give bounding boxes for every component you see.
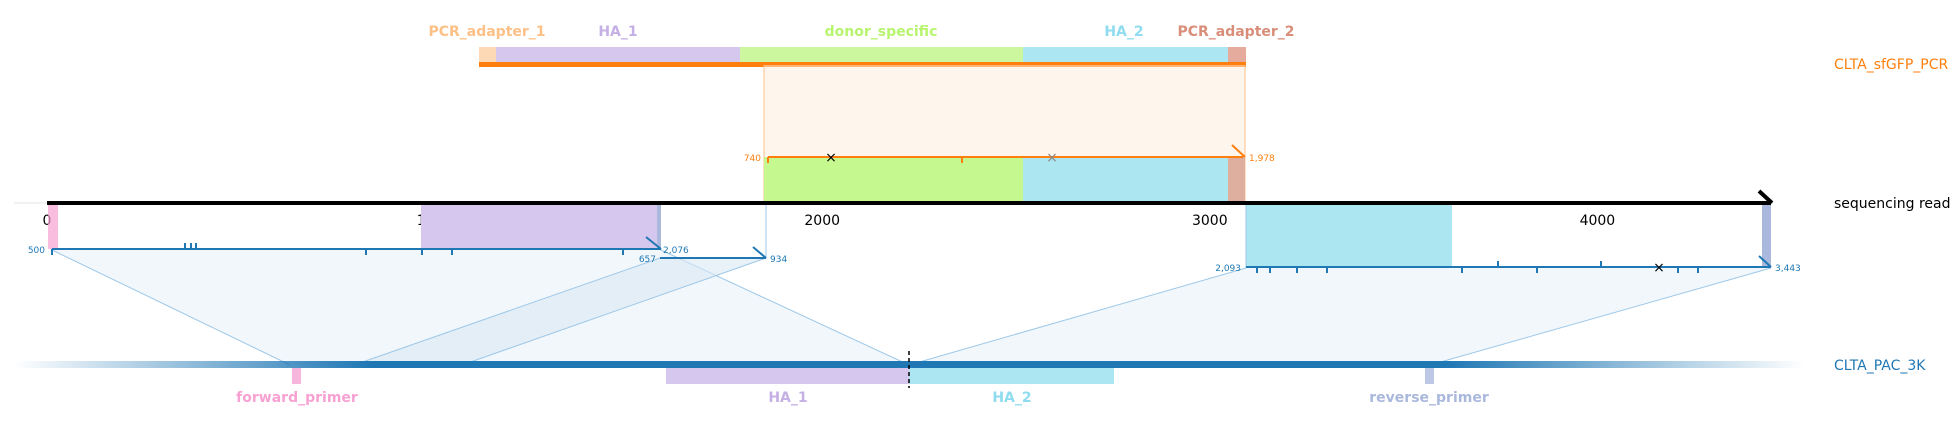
ref-alignment-c-ticks	[1256, 261, 1699, 273]
ref-alignment-b-start-label: 657	[639, 255, 656, 265]
pcr-feature-label-pcr-adapter-1: PCR_adapter_1	[428, 24, 545, 40]
pcr-track: PCR_adapter_1 HA_1 donor_specific HA_2 P…	[428, 24, 1948, 73]
pcr-feature-label-ha-1: HA_1	[598, 24, 637, 40]
ref-feature-reverse-primer	[1425, 368, 1434, 384]
ref-alignment-a-start-label: 500	[28, 246, 45, 256]
pcr-feature-donor-specific	[740, 47, 1023, 64]
pcr-backbone	[479, 62, 1246, 67]
read-feature-reverse-primer	[1762, 205, 1771, 267]
read-axis-tick-label: 3000	[1192, 213, 1228, 229]
read-track: 01000200030004000 sequencing read	[14, 189, 1950, 229]
pcr-feature-label-pcr-adapter-2: PCR_adapter_2	[1177, 24, 1294, 40]
ref-mismatch-mark: ×	[1653, 260, 1665, 276]
ref-alignment-link-edge	[1429, 267, 1772, 366]
ref-track: forward_primer HA_1 HA_2 reverse_primer …	[14, 351, 1926, 406]
ref-feature-forward-primer	[292, 368, 301, 384]
ref-feature-label-ha-1: HA_1	[768, 390, 807, 406]
pcr-track-label: CLTA_sfGFP_PCR	[1834, 57, 1948, 73]
ref-alignment-b-end-label: 934	[770, 255, 787, 265]
pcr-alignment-strand-hook	[1231, 144, 1246, 158]
ref-feature-label-forward-primer: forward_primer	[236, 390, 358, 406]
pcr-feature-label-donor-specific: donor_specific	[825, 24, 938, 40]
ref-alignment-hook	[645, 236, 662, 250]
ref-alignment-link-edge	[51, 249, 291, 366]
ref-alignment-a-end-label: 2,076	[663, 246, 689, 256]
read-axis-tick-label: 0	[43, 213, 52, 229]
pcr-feature-ha-2	[1023, 47, 1228, 64]
read-axis-tick-label: 2000	[804, 213, 840, 229]
ref-track-label: CLTA_PAC_3K	[1834, 358, 1926, 374]
ref-alignment-c-start-label: 2,093	[1215, 264, 1241, 274]
ref-feature-label-ha-2: HA_2	[992, 390, 1031, 406]
pcr-alignment-start-label: 740	[744, 154, 761, 164]
pcr-alignment-ha-2	[1023, 157, 1228, 201]
ref-feature-ha-2	[909, 368, 1114, 384]
ref-alignments: 500 2,076 657 934 × 2,093 3,443	[28, 205, 1801, 366]
ref-alignment-hook	[1758, 255, 1772, 268]
pcr-alignment-end-label: 1,978	[1249, 154, 1275, 164]
pcr-alignment: × × 740 1,978	[744, 65, 1275, 202]
read-track-label: sequencing read	[1834, 196, 1950, 212]
read-axis-tick-label: 4000	[1580, 213, 1616, 229]
read-axis-end-hook	[1757, 189, 1774, 205]
read-feature-ha-1-edge	[657, 205, 661, 249]
ref-alignment-link-edge	[908, 267, 1247, 366]
pcr-mismatch-mark: ×	[1046, 150, 1058, 166]
pcr-feature-pcr-adapter-2	[1228, 47, 1246, 64]
ref-feature-ha-1	[666, 368, 909, 384]
pcr-feature-ha-1	[496, 47, 740, 64]
read-feature-ha-2	[1246, 205, 1452, 267]
pcr-alignment-pcr-adapter-2	[1228, 157, 1245, 201]
ref-alignment-c-end-label: 3,443	[1775, 264, 1801, 274]
ref-alignment-link-edge	[353, 257, 661, 366]
ref-alignment-link-b	[354, 258, 766, 365]
read-feature-ha-1	[421, 205, 661, 249]
ref-feature-label-reverse-primer: reverse_primer	[1369, 390, 1489, 406]
ref-alignment-link-edge	[461, 257, 767, 366]
pcr-alignment-shade	[764, 65, 1245, 157]
read-feature-forward-primer	[48, 205, 58, 249]
pcr-feature-label-ha-2: HA_2	[1104, 24, 1143, 40]
pcr-alignment-donor-specific	[764, 157, 1023, 201]
pcr-mismatch-mark: ×	[825, 150, 837, 166]
ref-alignment-link-c	[909, 268, 1771, 365]
ref-alignment-a-ticks	[51, 243, 624, 255]
ref-backbone	[14, 361, 1804, 368]
pcr-feature-pcr-adapter-1	[479, 47, 496, 64]
ref-alignment-hook	[752, 246, 767, 259]
